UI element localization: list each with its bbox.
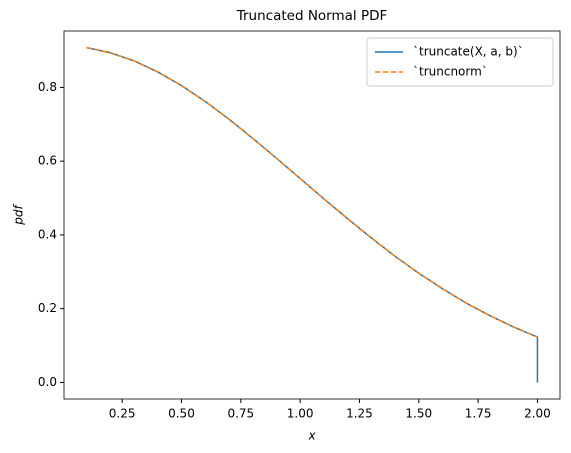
plot-frame [63,30,561,400]
y-tick-label: 0.2 [38,301,57,315]
y-tick-label: 0.4 [38,227,57,241]
x-tick-label: 1.00 [287,407,314,421]
x-tick-label: 1.25 [346,407,373,421]
y-tick-label: 0.8 [38,80,57,94]
series-line [86,46,538,338]
chart-title: Truncated Normal PDF [236,8,388,24]
legend-label: `truncnorm` [413,65,488,79]
legend-label: `truncate(X, a, b)` [413,45,524,59]
x-tick-label: 0.50 [168,407,195,421]
series-line [86,46,539,383]
x-tick-label: 1.50 [405,407,432,421]
x-tick-label: 0.75 [227,407,254,421]
x-axis-label: x [307,429,316,443]
y-tick-label: 0.6 [38,154,57,168]
x-tick-label: 2.00 [524,407,551,421]
y-axis-label: pdf [12,204,26,226]
x-tick-label: 0.25 [109,407,136,421]
x-tick-label: 1.75 [465,407,492,421]
y-tick-label: 0.0 [38,375,57,389]
legend-box [366,37,554,87]
